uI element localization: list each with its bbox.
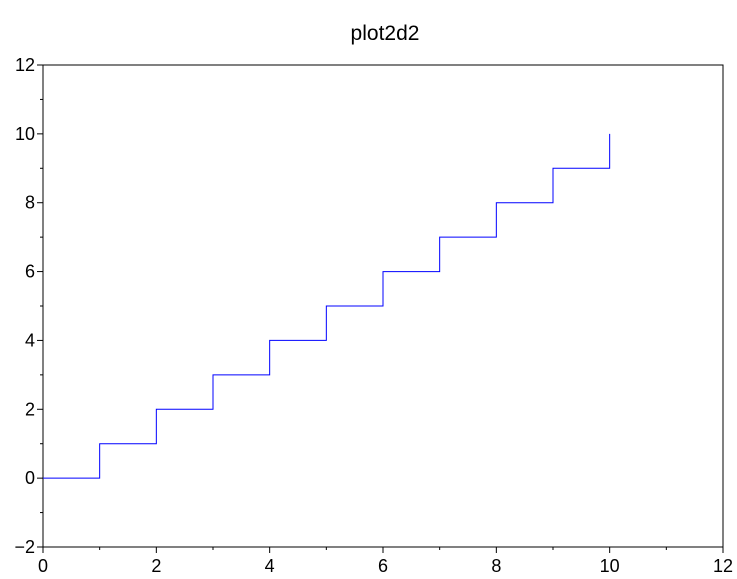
chart-title: plot2d2 [351,22,420,45]
x-tick-label: 0 [38,556,48,576]
y-tick-label: 0 [25,468,35,488]
y-tick-label: 6 [25,262,35,282]
series-layer [43,133,611,479]
x-tick-label: 8 [491,556,501,576]
x-tick-label: 6 [378,556,388,576]
axis-ticks [37,64,724,553]
y-tick-label: 4 [25,330,35,350]
x-tick-label: 4 [265,556,275,576]
x-tick-label: 10 [600,556,620,576]
y-tick-label: 8 [25,193,35,213]
series-line [43,133,611,479]
y-tick-label: −2 [14,537,35,557]
x-tick-label: 2 [151,556,161,576]
y-tick-label: 2 [25,399,35,419]
y-tick-label: 12 [15,55,35,75]
y-tick-label: 10 [15,124,35,144]
x-tick-label: 12 [713,556,733,576]
